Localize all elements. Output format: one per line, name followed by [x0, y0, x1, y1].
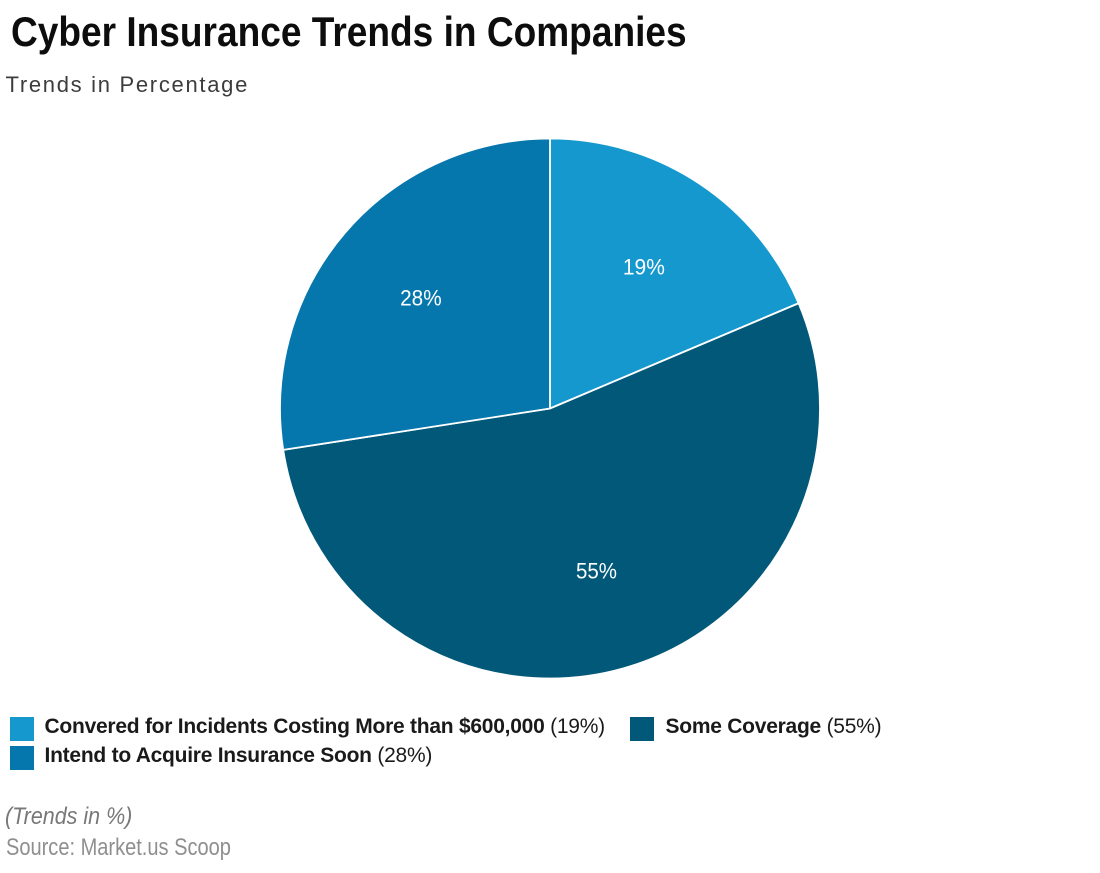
svg-text:28%: 28%	[400, 286, 442, 311]
svg-text:19%: 19%	[623, 255, 665, 280]
svg-text:55%: 55%	[576, 559, 617, 584]
